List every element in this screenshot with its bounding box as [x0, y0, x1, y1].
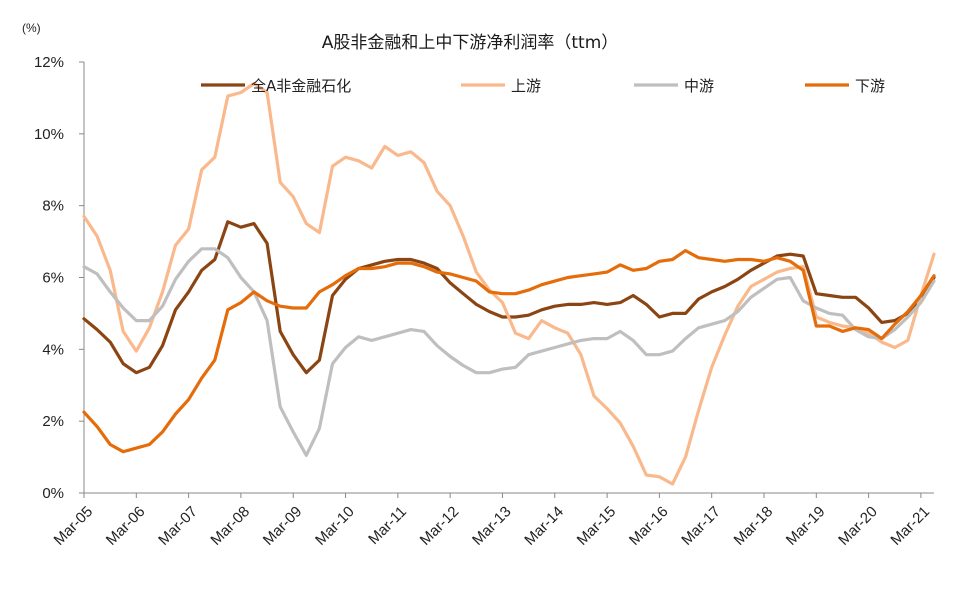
x-tick-label: Mar-14 — [521, 503, 567, 549]
x-tick-label: Mar-10 — [312, 503, 358, 549]
y-tick-label: 2% — [42, 413, 64, 430]
axes: 0% 2% 4% 6% 8% 10% 12% Mar-05 Mar-06 Mar-07 Mar-08… — [34, 54, 934, 549]
y-tick-label: 8% — [42, 198, 64, 215]
legend-label-3: 中游 — [684, 77, 714, 95]
x-tick-label: Mar-18 — [731, 503, 777, 549]
x-tick-label: Mar-15 — [574, 503, 620, 549]
y-tick-label: 12% — [34, 54, 64, 71]
x-tick-label: Mar-06 — [103, 503, 149, 549]
chart-title: A股非金融和上中下游净利润率（ttm） — [322, 33, 619, 53]
y-tick-label: 4% — [42, 341, 64, 358]
x-tick-label: Mar-05 — [51, 503, 97, 549]
y-unit-label: (%) — [22, 21, 41, 35]
legend-label-4: 下游 — [855, 77, 885, 95]
x-tick-label: Mar-17 — [678, 503, 724, 549]
x-tick-label: Mar-07 — [155, 503, 201, 549]
x-tick-label: Mar-12 — [417, 503, 463, 549]
series-line-4 — [82, 249, 936, 454]
y-tick-label: 6% — [42, 270, 64, 287]
x-tick-label: Mar-19 — [783, 503, 829, 549]
legend-label-1: 全A非金融石化 — [251, 77, 351, 95]
legend: 全A非金融石化 上游 中游 下游 — [201, 77, 885, 95]
legend-label-2: 上游 — [511, 77, 541, 95]
x-tick-label: Mar-08 — [207, 503, 253, 549]
x-tick-label: Mar-11 — [365, 503, 410, 548]
series-line-3 — [82, 247, 936, 457]
x-tick-label: Mar-16 — [626, 503, 672, 549]
series-line-2 — [82, 81, 936, 486]
x-tick-label: Mar-09 — [260, 503, 306, 549]
series-line-1 — [82, 220, 936, 375]
x-tick-label: Mar-20 — [835, 503, 881, 549]
x-tick-label: Mar-21 — [887, 503, 933, 549]
y-tick-label: 10% — [34, 126, 64, 143]
y-tick-label: 0% — [42, 485, 64, 502]
series-layer — [82, 81, 936, 486]
x-tick-label: Mar-13 — [469, 503, 515, 549]
